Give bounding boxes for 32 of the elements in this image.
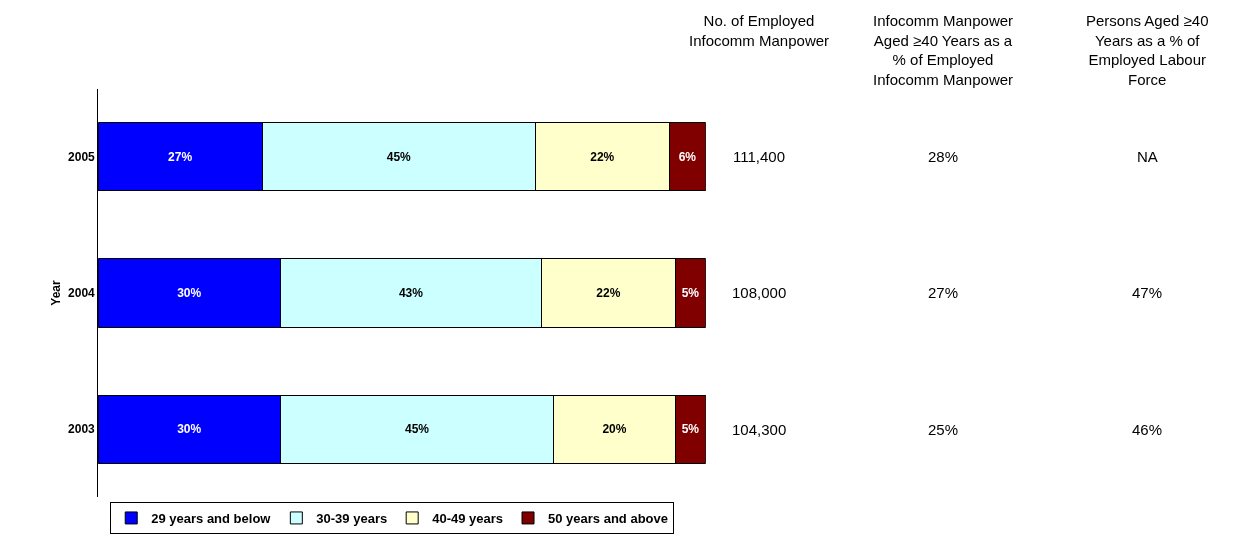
data-label: 22%	[596, 285, 621, 300]
y-tick-label: 2004	[68, 286, 96, 301]
data-label: 5%	[681, 285, 700, 300]
data-label: 30%	[177, 422, 202, 437]
y-tick-label: 2005	[68, 149, 96, 164]
text: Persons Aged ≥40 Years as a % of Employed Labour Force	[1086, 12, 1209, 88]
y-axis-title: Year	[49, 279, 64, 306]
text: 25%	[928, 421, 959, 438]
data-label: 45%	[386, 149, 412, 164]
text: NA	[1137, 148, 1158, 165]
data-label: 22%	[590, 149, 615, 164]
data-label: 27%	[168, 149, 193, 164]
data-label: 6%	[678, 149, 697, 164]
data-label: 30%	[177, 285, 202, 300]
legend-label: 40-49 years	[432, 511, 504, 527]
text: 108,000	[732, 284, 787, 301]
text: 28%	[928, 148, 959, 165]
text: 46%	[1132, 421, 1163, 438]
data-label: 5%	[681, 422, 700, 437]
legend-label: 50 years and above	[548, 511, 668, 527]
data-label: 20%	[602, 422, 627, 437]
text: 47%	[1132, 284, 1163, 301]
text: 27%	[928, 284, 959, 301]
text: 111,400	[733, 148, 785, 165]
legend-label: 29 years and below	[151, 511, 272, 527]
data-label: 45%	[404, 422, 430, 437]
text: 104,300	[732, 421, 787, 438]
text: Infocomm Manpower Aged ≥40 Years as a % of Employed Infocomm Manpower	[873, 12, 1014, 88]
data-label: 43%	[398, 285, 424, 300]
text: No. of Employed Infocomm Manpower	[689, 12, 830, 49]
legend-label: 30-39 years	[316, 511, 388, 527]
y-tick-label: 2003	[68, 422, 96, 437]
